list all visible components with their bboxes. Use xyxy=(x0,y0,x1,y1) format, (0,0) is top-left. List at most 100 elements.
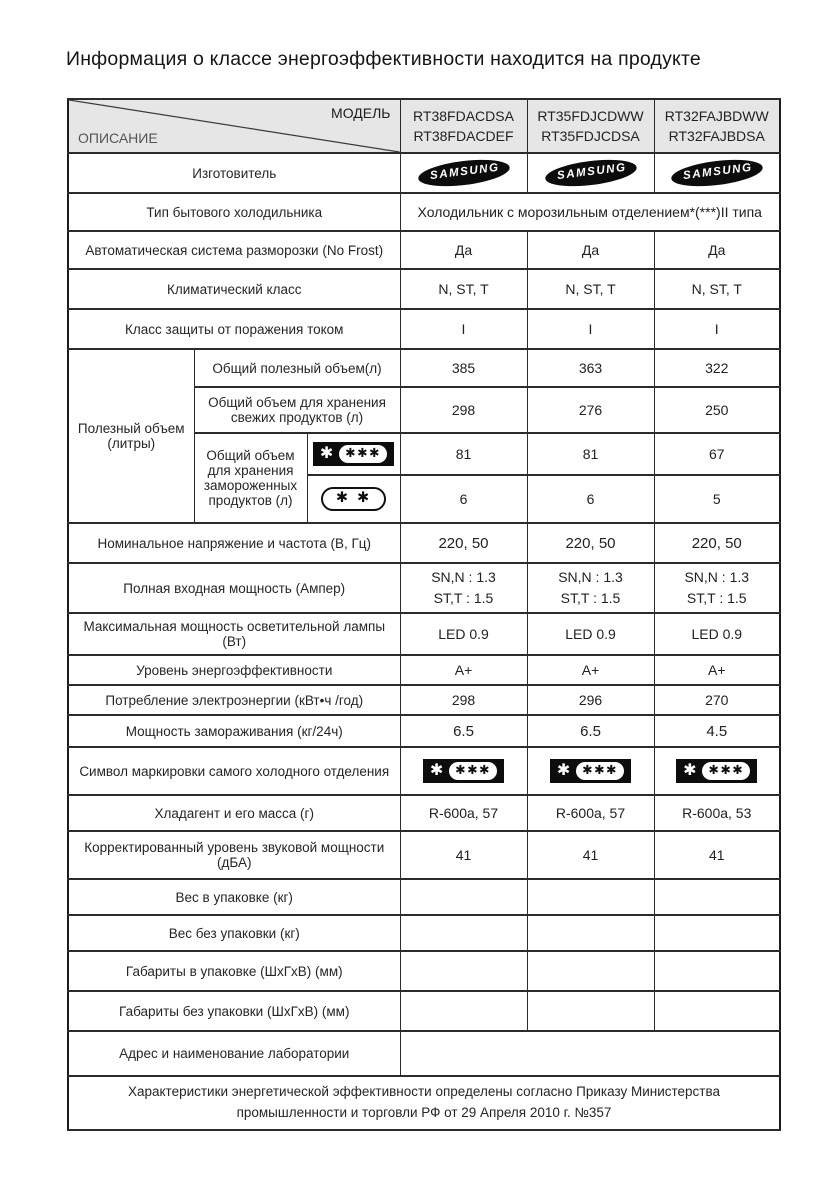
frozen-2star-value: 6 xyxy=(399,474,528,524)
row-coldest-symbol: Символ маркировки самого холодного отдел… xyxy=(67,746,781,796)
lamp-power-value: LED 0.9 xyxy=(399,612,528,656)
dimensions-packed-value xyxy=(653,950,781,992)
row-label: Мощность замораживания (кг/24ч) xyxy=(67,714,401,748)
total-volume-value: 363 xyxy=(526,348,655,388)
row-freezing-capacity: Мощность замораживания (кг/24ч) 6.5 6.5 … xyxy=(67,714,781,748)
refrigerant-value: R-600a, 57 xyxy=(526,794,655,832)
freezer-2-star-icon: ✱✱ xyxy=(320,486,387,512)
climate-class-value: N, ST, T xyxy=(399,268,528,310)
row-manufacturer: Изготовитель SAMSUNG SAMSUNG SAMSUNG xyxy=(67,152,781,194)
weight-packed-value xyxy=(526,878,655,916)
voltage-value: 220, 50 xyxy=(653,522,781,564)
climate-class-value: N, ST, T xyxy=(653,268,781,310)
row-fresh-volume: Общий объем для хранения свежих продукто… xyxy=(68,386,781,434)
no-frost-value: Да xyxy=(653,230,781,270)
row-footer-note: Характеристики энергетической эффективно… xyxy=(67,1075,781,1131)
header-model-column-2: RT35FDJCDWW RT35FDJCDSA xyxy=(526,98,655,154)
row-energy-class: Уровень энергоэффективности A+ A+ A+ xyxy=(67,654,781,686)
input-power-value: SN,N : 1.3 ST,T : 1.5 xyxy=(526,562,655,614)
row-label: Общий объем для хранения свежих продукто… xyxy=(193,386,401,434)
energy-consumption-value: 270 xyxy=(653,684,781,716)
row-frozen-volume-4star: Общий объем для хранения замороженных пр… xyxy=(68,432,781,524)
row-climate-class: Климатический класс N, ST, T N, ST, T N,… xyxy=(67,268,781,310)
model-name: RT35FDJCDSA xyxy=(541,128,640,144)
header-description-label: ОПИСАНИЕ xyxy=(78,130,158,146)
refrigerant-value: R-600a, 53 xyxy=(653,794,781,832)
row-refrigerant: Хладагент и его масса (г) R-600a, 57 R-6… xyxy=(67,794,781,832)
row-total-volume: Полезный объем (литры) Общий полезный об… xyxy=(67,348,781,524)
dimensions-unpacked-value xyxy=(526,990,655,1032)
row-label: Изготовитель xyxy=(67,152,401,194)
row-frozen-volume-2star: ✱✱ 6 6 5 xyxy=(68,474,781,524)
frozen-4star-value: 67 xyxy=(653,432,781,476)
row-label: Вес без упаковки (кг) xyxy=(67,914,401,952)
energy-spec-table: МОДЕЛЬ ОПИСАНИЕ RT38FDACDSA RT38FDACDEF … xyxy=(67,98,781,1131)
shock-protection-value: I xyxy=(653,308,781,350)
total-volume-value: 322 xyxy=(653,348,781,388)
header-corner-cell: МОДЕЛЬ ОПИСАНИЕ xyxy=(67,98,401,154)
dimensions-packed-value xyxy=(399,950,528,992)
input-power-value: SN,N : 1.3 ST,T : 1.5 xyxy=(653,562,781,614)
samsung-logo-icon: SAMSUNG xyxy=(543,155,638,191)
weight-unpacked-value xyxy=(653,914,781,952)
dimensions-unpacked-value xyxy=(653,990,781,1032)
row-label: Символ маркировки самого холодного отдел… xyxy=(67,746,401,796)
row-no-frost: Автоматическая система разморозки (No Fr… xyxy=(67,230,781,270)
energy-consumption-value: 298 xyxy=(399,684,528,716)
page-title: Информация о классе энергоэффективности … xyxy=(66,48,701,70)
model-name: RT38FDACDSA xyxy=(413,107,514,124)
footer-note: Характеристики энергетической эффективно… xyxy=(67,1075,781,1131)
row-dimensions-packed: Габариты в упаковке (ШхГхВ) (мм) xyxy=(67,950,781,992)
weight-packed-value xyxy=(653,878,781,916)
fresh-volume-value: 276 xyxy=(526,386,655,434)
manufacturer-value: SAMSUNG xyxy=(653,152,781,194)
model-name: RT35FDJCDWW xyxy=(537,107,644,124)
weight-unpacked-value xyxy=(399,914,528,952)
row-label: Общий полезный объем(л) xyxy=(193,348,401,388)
row-shock-protection: Класс защиты от поражения током I I I xyxy=(67,308,781,350)
row-label: Габариты без упаковки (ШхГхВ) (мм) xyxy=(67,990,401,1032)
energy-class-value: A+ xyxy=(653,654,781,686)
coldest-symbol-value: ✱ ✱✱✱ xyxy=(399,746,528,796)
row-label: Тип бытового холодильника xyxy=(67,192,401,232)
row-energy-consumption: Потребление электроэнергии (кВт•ч /год) … xyxy=(67,684,781,716)
row-label: Номинальное напряжение и частота (В, Гц) xyxy=(67,522,401,564)
climate-class-value: N, ST, T xyxy=(526,268,655,310)
freezer-4-star-symbol-cell: ✱ ✱✱✱ xyxy=(306,432,401,476)
row-label: Габариты в упаковке (ШхГхВ) (мм) xyxy=(67,950,401,992)
row-label: Климатический класс xyxy=(67,268,401,310)
weight-unpacked-value xyxy=(526,914,655,952)
lamp-power-value: LED 0.9 xyxy=(653,612,781,656)
frozen-4star-value: 81 xyxy=(399,432,528,476)
lamp-power-value: LED 0.9 xyxy=(526,612,655,656)
noise-level-value: 41 xyxy=(653,830,781,880)
row-label: Уровень энергоэффективности xyxy=(67,654,401,686)
header-model-label: МОДЕЛЬ xyxy=(331,105,391,121)
refrigerant-value: R-600a, 57 xyxy=(399,794,528,832)
coldest-compartment-4-star-icon: ✱ ✱✱✱ xyxy=(676,759,758,783)
noise-level-value: 41 xyxy=(526,830,655,880)
header-row: МОДЕЛЬ ОПИСАНИЕ RT38FDACDSA RT38FDACDEF … xyxy=(67,98,781,154)
row-dimensions-unpacked: Габариты без упаковки (ШхГхВ) (мм) xyxy=(67,990,781,1032)
shock-protection-value: I xyxy=(526,308,655,350)
frozen-4star-value: 81 xyxy=(526,432,655,476)
energy-class-value: A+ xyxy=(526,654,655,686)
frozen-volume-label: Общий объем для хранения замороженных пр… xyxy=(193,432,308,524)
freezer-4-star-icon: ✱ ✱✱✱ xyxy=(312,442,395,466)
shock-protection-value: I xyxy=(399,308,528,350)
no-frost-value: Да xyxy=(399,230,528,270)
row-input-power: Полная входная мощность (Ампер) SN,N : 1… xyxy=(67,562,781,614)
coldest-symbol-value: ✱ ✱✱✱ xyxy=(526,746,655,796)
laboratory-value xyxy=(399,1030,781,1077)
row-label: Класс защиты от поражения током xyxy=(67,308,401,350)
row-label: Потребление электроэнергии (кВт•ч /год) xyxy=(67,684,401,716)
voltage-value: 220, 50 xyxy=(526,522,655,564)
useful-volume-group-label: Полезный объем (литры) xyxy=(67,348,195,524)
fresh-volume-value: 250 xyxy=(653,386,781,434)
diagonal-divider-line xyxy=(69,100,400,152)
row-label: Полная входная мощность (Ампер) xyxy=(67,562,401,614)
weight-packed-value xyxy=(399,878,528,916)
row-label: Автоматическая система разморозки (No Fr… xyxy=(67,230,401,270)
coldest-compartment-4-star-icon: ✱ ✱✱✱ xyxy=(549,759,632,783)
row-weight-packed: Вес в упаковке (кг) xyxy=(67,878,781,916)
